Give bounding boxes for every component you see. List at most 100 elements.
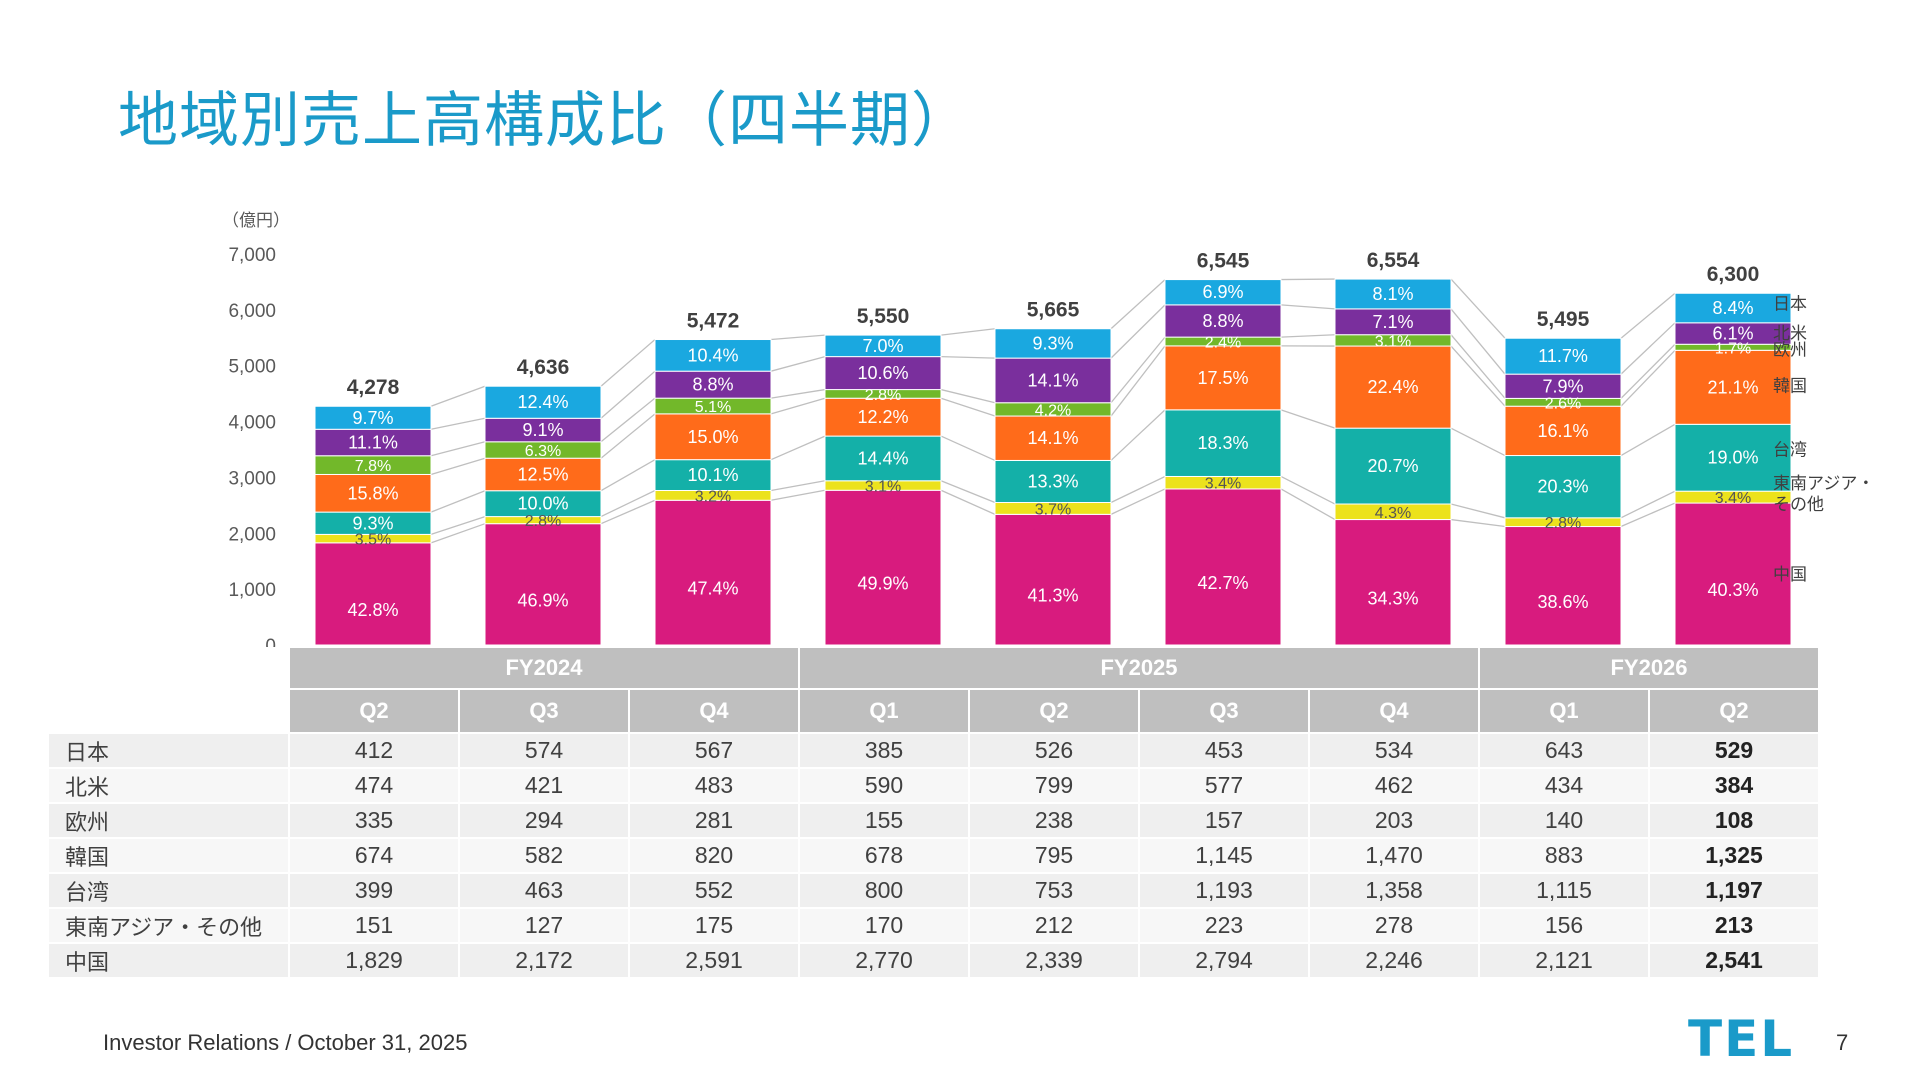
pct-label: 9.7% xyxy=(352,408,393,428)
table-cell: 800 xyxy=(798,872,970,909)
table-cell: 463 xyxy=(458,872,630,909)
table-cell: 170 xyxy=(798,907,970,944)
table-cell: 1,325 xyxy=(1648,837,1820,874)
bar-segment-日本 xyxy=(994,328,1112,359)
region-label: 欧州 xyxy=(47,802,290,839)
table-cell: 213 xyxy=(1648,907,1820,944)
bar-segment-中国 xyxy=(314,542,432,646)
total-label: 4,636 xyxy=(517,356,570,379)
pct-label: 4.2% xyxy=(1035,402,1071,419)
pct-label: 2.6% xyxy=(1545,395,1581,412)
connector-line xyxy=(770,388,826,399)
pct-label: 3.5% xyxy=(355,532,391,549)
pct-label: 34.3% xyxy=(1367,588,1418,608)
y-tick-label: 4,000 xyxy=(228,413,276,434)
pct-label: 7.9% xyxy=(1542,376,1583,396)
table-row: 北米 474 421 483 590 799 577 462 434 384 xyxy=(47,767,1820,804)
quarter-header: Q1 xyxy=(1478,688,1650,734)
connector-line xyxy=(940,480,996,504)
pct-label: 7.0% xyxy=(862,336,903,356)
connector-line xyxy=(1280,409,1336,429)
table-cell: 281 xyxy=(628,802,800,839)
table-row: 東南アジア・その他 151 127 175 170 212 223 278 156 213 xyxy=(47,907,1820,944)
bar-segment-北米 xyxy=(654,370,772,399)
bar-segment-日本 xyxy=(1504,337,1622,375)
table-cell: 577 xyxy=(1138,767,1310,804)
connector-line xyxy=(430,441,486,457)
table-cell: 552 xyxy=(628,872,800,909)
pct-label: 7.8% xyxy=(355,458,391,475)
connector-line xyxy=(1450,308,1506,375)
connector-line xyxy=(1110,409,1166,461)
connector-line xyxy=(770,489,826,501)
pct-label: 46.9% xyxy=(517,590,568,610)
connector-line xyxy=(940,397,996,417)
connector-line xyxy=(940,435,996,462)
pct-label: 10.0% xyxy=(517,494,568,514)
pct-label: 41.3% xyxy=(1027,586,1078,606)
pct-label: 12.5% xyxy=(517,464,568,484)
pct-label: 14.1% xyxy=(1027,370,1078,390)
bar-segment-台湾 xyxy=(654,459,772,491)
table-cell: 643 xyxy=(1478,732,1650,769)
total-label: 5,665 xyxy=(1027,299,1080,322)
table-cell: 294 xyxy=(458,802,630,839)
connector-line xyxy=(430,490,486,513)
pct-label: 8.4% xyxy=(1712,298,1753,318)
pct-label: 8.8% xyxy=(1202,311,1243,331)
bar-segment-韓国 xyxy=(314,473,432,513)
table-cell: 678 xyxy=(798,837,970,874)
pct-label: 11.7% xyxy=(1538,346,1588,366)
pct-label: 40.3% xyxy=(1707,580,1758,600)
pct-label: 49.9% xyxy=(857,574,908,594)
table-cell: 2,541 xyxy=(1648,942,1820,979)
connector-line xyxy=(1110,336,1166,404)
legend-label: 東南アジア・その他 xyxy=(1773,474,1874,514)
table-cell: 175 xyxy=(628,907,800,944)
quarter-header: Q4 xyxy=(1308,688,1480,734)
y-tick-label: 3,000 xyxy=(228,468,276,489)
connector-line xyxy=(1620,292,1676,339)
table-cell: 795 xyxy=(968,837,1140,874)
connector-line xyxy=(600,370,656,419)
bar-segment-北米 xyxy=(994,357,1112,404)
pct-label: 10.6% xyxy=(857,363,908,383)
connector-line xyxy=(1450,345,1506,407)
bar-segment-台湾 xyxy=(994,459,1112,504)
table-cell: 156 xyxy=(1478,907,1650,944)
connector-line xyxy=(1450,278,1506,339)
legend-label: 北米 xyxy=(1773,324,1807,343)
table-cell: 820 xyxy=(628,837,800,874)
pct-label: 3.1% xyxy=(865,479,901,496)
total-label: 4,278 xyxy=(347,376,400,399)
bar-segment-台湾 xyxy=(1164,409,1282,477)
connector-line xyxy=(1110,345,1166,417)
connector-line xyxy=(600,489,656,518)
table-cell: 108 xyxy=(1648,802,1820,839)
quarter-header: Q1 xyxy=(798,688,970,734)
bar-segment-台湾 xyxy=(1334,427,1452,505)
y-tick-label: 5,000 xyxy=(228,357,276,378)
connector-line xyxy=(1110,304,1166,359)
connector-line xyxy=(1620,349,1676,407)
table-cell: 674 xyxy=(288,837,460,874)
table-cell: 799 xyxy=(968,767,1140,804)
bar-segment-日本 xyxy=(1334,278,1452,310)
bar-segment-日本 xyxy=(824,334,942,358)
total-label: 5,495 xyxy=(1537,308,1590,331)
pct-label: 2.8% xyxy=(1545,515,1581,532)
pct-label: 12.2% xyxy=(857,407,908,427)
pct-label: 15.0% xyxy=(687,427,738,447)
region-label: 東南アジア・その他 xyxy=(47,907,290,944)
connector-line xyxy=(940,328,996,336)
connector-line xyxy=(600,499,656,525)
connector-line xyxy=(430,385,486,407)
table-cell: 2,770 xyxy=(798,942,970,979)
table-cell: 1,470 xyxy=(1308,837,1480,874)
pct-label: 4.3% xyxy=(1375,505,1411,522)
quarter-header: Q2 xyxy=(1648,688,1820,734)
pct-label: 42.7% xyxy=(1197,573,1248,593)
bar-segment-中国 xyxy=(654,499,772,646)
table-cell: 1,193 xyxy=(1138,872,1310,909)
bar-segment-台湾 xyxy=(484,490,602,518)
